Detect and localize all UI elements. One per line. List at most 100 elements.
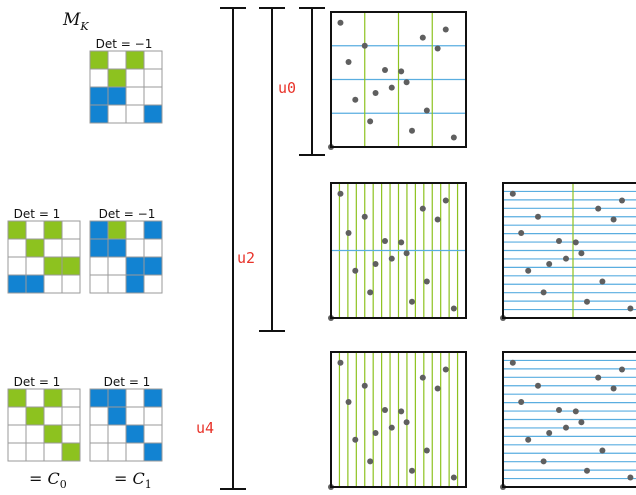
- sample-point: [595, 374, 602, 381]
- sample-point: [367, 118, 374, 125]
- matrix-cell: [125, 238, 145, 258]
- matrix-top: [89, 50, 163, 124]
- matrix-cell: [107, 256, 127, 276]
- sample-point: [450, 134, 457, 141]
- sample-point: [599, 447, 606, 454]
- matrix-cell: [61, 442, 81, 462]
- sample-point: [546, 430, 553, 436]
- sample-point: [409, 127, 415, 134]
- matrix-cell: [43, 388, 63, 408]
- matrix-cell: [107, 388, 127, 408]
- sample-point: [403, 79, 410, 86]
- matrix-cell: [7, 220, 27, 240]
- sample-point: [627, 305, 634, 312]
- sample-point: [423, 278, 430, 285]
- sample-point: [352, 436, 359, 443]
- sample-point: [610, 385, 617, 392]
- matrix-cell: [107, 406, 127, 426]
- sample-point: [434, 216, 441, 223]
- sample-point: [535, 382, 541, 389]
- matrix-cell: [61, 256, 81, 276]
- matrix-cell: [107, 86, 127, 106]
- sample-point: [627, 474, 634, 481]
- sample-point: [563, 424, 569, 431]
- sample-point: [337, 359, 344, 366]
- sample-point: [556, 238, 562, 245]
- det-label-mid-right: Det = −1: [99, 207, 156, 221]
- sample-point: [352, 267, 359, 274]
- matrix-cell: [125, 388, 145, 408]
- sample-point: [610, 216, 617, 223]
- sample-point: [345, 229, 352, 236]
- matrix-cell: [89, 86, 109, 106]
- matrix-cell: [25, 388, 45, 408]
- sample-point: [619, 366, 625, 373]
- matrix-cell: [43, 406, 63, 426]
- sample-point: [409, 298, 415, 305]
- sample-point: [382, 407, 388, 414]
- matrix-cell: [7, 256, 27, 276]
- sample-point: [563, 255, 569, 262]
- matrix-cell: [89, 388, 109, 408]
- panel-u2-left: [328, 182, 467, 321]
- sample-point: [540, 289, 547, 296]
- sample-point: [382, 238, 388, 245]
- sample-point: [423, 107, 430, 114]
- sample-point: [372, 90, 379, 96]
- sample-point: [578, 419, 585, 426]
- matrix-cell: [125, 442, 145, 462]
- sample-point: [525, 436, 532, 443]
- sample-point: [403, 419, 410, 426]
- sample-point: [535, 213, 541, 220]
- panel-frame: [502, 351, 636, 488]
- sample-point: [442, 26, 449, 33]
- matrix-cell: [125, 274, 145, 294]
- sample-point: [419, 34, 426, 41]
- matrix-cell: [43, 256, 63, 276]
- matrix-cell: [25, 256, 45, 276]
- matrix-cell: [61, 406, 81, 426]
- det-label-bot-left: Det = 1: [14, 375, 61, 389]
- sample-point: [352, 96, 359, 103]
- sample-point: [361, 42, 368, 49]
- sample-point: [525, 267, 532, 274]
- matrix-mid-left: [7, 220, 81, 294]
- sample-point: [546, 261, 553, 267]
- sample-point: [372, 430, 379, 436]
- matrix-cell: [143, 274, 163, 294]
- matrix-cell: [43, 424, 63, 444]
- matrix-cell: [43, 274, 63, 294]
- matrix-cell: [89, 104, 109, 124]
- matrix-cell: [7, 406, 27, 426]
- matrix-cell: [7, 274, 27, 294]
- matrix-cell: [143, 86, 163, 106]
- panel-u4-right: [500, 351, 636, 490]
- sample-point: [361, 213, 368, 220]
- sample-point: [442, 197, 449, 204]
- matrix-cell: [143, 388, 163, 408]
- mk-label: MK: [62, 10, 89, 33]
- matrix-cell: [143, 256, 163, 276]
- sample-point: [584, 298, 590, 305]
- sample-point: [423, 447, 430, 454]
- sample-point: [345, 398, 352, 405]
- matrix-cell: [143, 442, 163, 462]
- matrix-c1: [89, 388, 163, 462]
- matrix-cell: [61, 424, 81, 444]
- matrix-cell: [107, 50, 127, 70]
- matrix-cell: [143, 68, 163, 88]
- panel-frame: [330, 11, 467, 148]
- sample-point: [367, 458, 374, 465]
- matrix-cell: [43, 238, 63, 258]
- matrix-cell: [7, 238, 27, 258]
- matrix-cell: [89, 68, 109, 88]
- matrix-cell: [143, 104, 163, 124]
- matrix-cell: [25, 220, 45, 240]
- sample-point: [509, 190, 516, 197]
- matrix-cell: [143, 50, 163, 70]
- matrix-cell: [143, 406, 163, 426]
- det-label-top: Det = −1: [96, 37, 153, 51]
- sample-point: [398, 408, 405, 415]
- sample-point: [388, 84, 395, 91]
